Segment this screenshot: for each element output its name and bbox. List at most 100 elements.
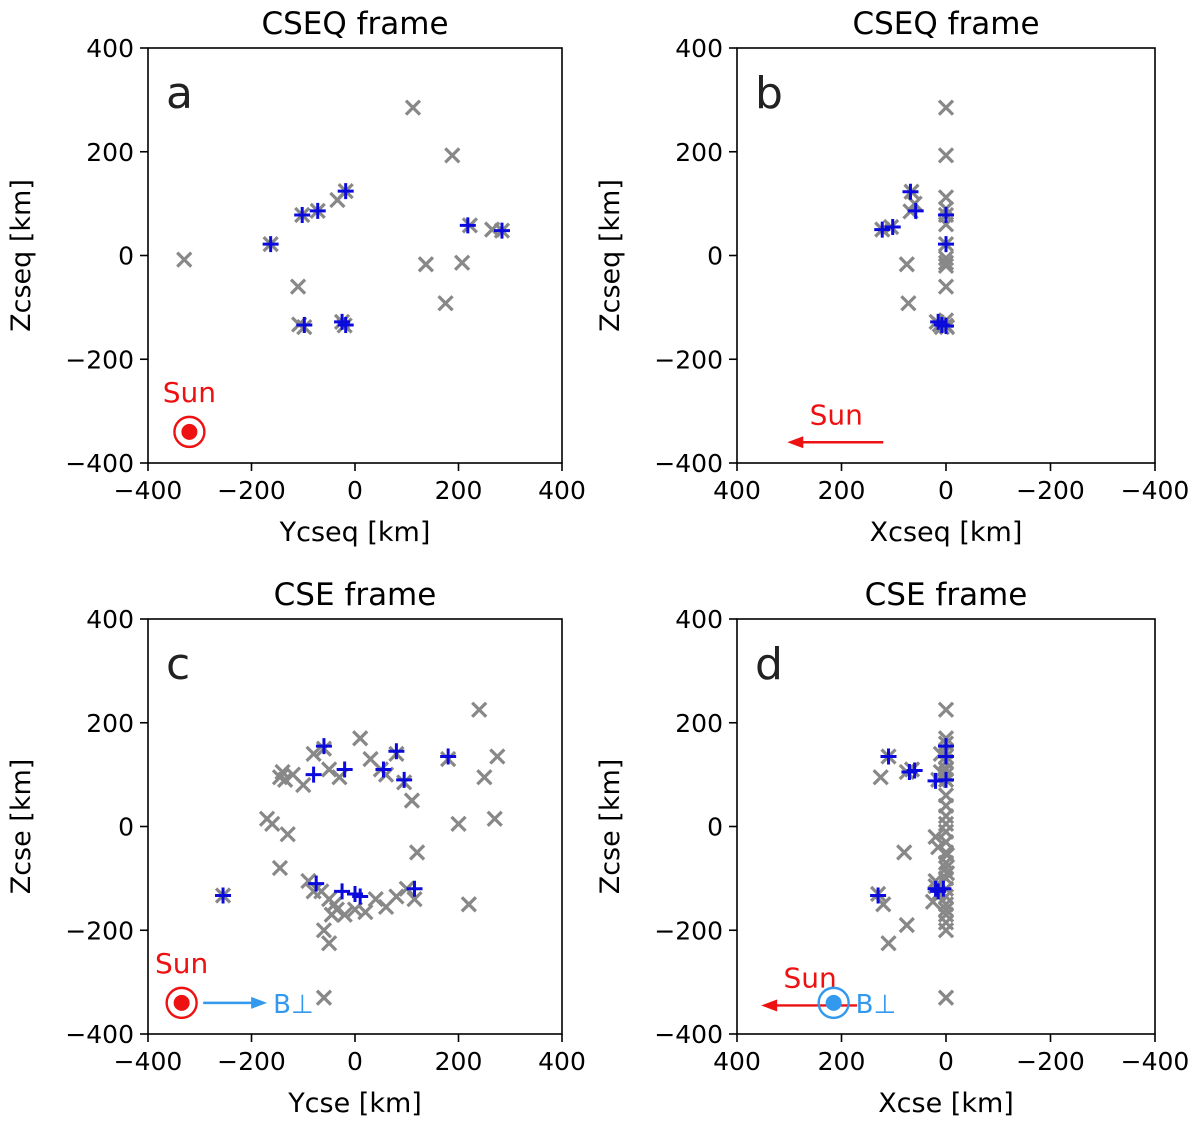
x-tick-label: 400 <box>538 1047 586 1076</box>
x-axis-label: Ycseq [km] <box>279 517 431 548</box>
data-point-x <box>898 916 915 934</box>
data-point-x <box>450 815 467 833</box>
data-point-x <box>315 989 333 1006</box>
data-point-x <box>937 99 955 116</box>
y-tick-label: 200 <box>86 138 134 167</box>
data-point-x <box>176 251 193 268</box>
x-tick-label: −200 <box>1016 1047 1085 1076</box>
panel-title: CSEQ frame <box>852 6 1039 42</box>
x-tick-label: −400 <box>1121 1047 1190 1076</box>
plot-frame <box>147 618 563 1035</box>
sun-label: Sun <box>155 947 208 980</box>
data-point-plus <box>309 202 326 219</box>
y-tick-label: −400 <box>654 449 723 478</box>
y-tick-label: 400 <box>86 605 134 634</box>
sun-symbol-dot <box>173 994 190 1011</box>
data-point-x <box>489 748 506 765</box>
data-point-plus <box>375 761 392 778</box>
field-symbol-icon <box>817 986 850 1020</box>
y-tick-label: 200 <box>675 709 723 738</box>
data-point-plus <box>902 183 919 200</box>
y-axis-label: Zcseq [km] <box>595 179 626 332</box>
data-point-plus <box>927 772 944 789</box>
data-point-plus <box>874 221 891 238</box>
sun-symbol-icon <box>173 415 206 449</box>
data-point-x <box>937 922 955 939</box>
data-point-x <box>408 844 426 861</box>
panel-a: CSEQ frame −400 −200 0 200 400 −400 −200 0 200 400… <box>6 6 586 548</box>
data-point-plus <box>396 771 413 788</box>
x-tick-label: −200 <box>217 1047 286 1076</box>
y-tick-label: −400 <box>65 449 134 478</box>
data-point-x <box>937 278 955 295</box>
x-tick-label: 200 <box>435 476 483 505</box>
sun-label: Sun <box>810 398 863 431</box>
data-point-plus <box>938 748 954 765</box>
data-point-x <box>476 769 493 786</box>
x-tick-label: 0 <box>347 476 363 505</box>
x-tick-label: −400 <box>114 476 183 505</box>
x-tick-label: −400 <box>1121 476 1190 505</box>
data-point-plus <box>907 202 924 219</box>
x-tick-label: −200 <box>217 476 286 505</box>
data-point-plus <box>938 318 954 335</box>
arrowhead-icon <box>761 999 778 1012</box>
data-point-x <box>320 761 338 778</box>
data-point-x <box>437 295 454 312</box>
data-point-x <box>289 278 307 295</box>
data-point-plus <box>308 875 325 892</box>
data-point-x <box>900 295 917 312</box>
data-point-plus <box>935 880 952 897</box>
y-tick-label: 0 <box>118 813 134 842</box>
data-point-plus <box>459 217 476 234</box>
data-point-plus <box>215 887 232 904</box>
panel-c: CSE frame −400 −200 0 200 400 −400 −200 0 200 400 Y… <box>6 577 586 1119</box>
sun-symbol-icon <box>165 986 198 1020</box>
x-axis-label: Ycse [km] <box>287 1088 422 1119</box>
plot-frame <box>736 47 1156 464</box>
x-tick-label: −200 <box>1016 476 1085 505</box>
x-tick-label: 200 <box>818 476 866 505</box>
data-point-plus <box>406 880 423 897</box>
x-tick-label: 0 <box>938 1047 954 1076</box>
data-point-x <box>872 769 889 786</box>
data-point-x <box>352 730 369 747</box>
panel-title: CSE frame <box>865 577 1028 613</box>
data-point-x <box>486 810 503 827</box>
series-all <box>214 701 506 1006</box>
data-point-plus <box>884 218 901 235</box>
y-tick-label: −200 <box>65 345 134 374</box>
data-point-x <box>305 745 322 763</box>
field-symbol-dot <box>825 994 842 1011</box>
data-point-plus <box>880 748 897 765</box>
data-point-x <box>471 701 488 718</box>
data-point-x <box>937 257 955 275</box>
data-point-plus <box>938 236 954 253</box>
data-point-x <box>937 147 955 164</box>
series-selected <box>262 183 510 334</box>
x-tick-label: 400 <box>713 1047 761 1076</box>
data-point-plus <box>870 887 887 904</box>
data-point-plus <box>938 207 954 224</box>
data-point-x <box>271 859 289 877</box>
x-tick-label: 0 <box>347 1047 363 1076</box>
data-point-x <box>417 256 435 273</box>
data-point-x <box>937 989 955 1006</box>
data-point-x <box>295 776 312 794</box>
y-tick-label: 0 <box>707 813 723 842</box>
y-tick-label: −200 <box>654 916 723 945</box>
panel-letter: b <box>755 68 783 119</box>
series-selected <box>874 183 954 335</box>
data-point-plus <box>334 883 351 900</box>
y-axis-label: Zcseq [km] <box>6 179 37 332</box>
x-tick-label: 400 <box>538 476 586 505</box>
y-tick-label: 200 <box>86 709 134 738</box>
data-point-plus <box>388 743 405 760</box>
data-point-x <box>367 890 384 908</box>
data-point-x <box>444 147 461 164</box>
data-point-x <box>279 826 296 843</box>
data-point-x <box>937 701 955 718</box>
data-point-x <box>403 792 421 809</box>
field-label: B⊥ <box>273 990 314 1020</box>
